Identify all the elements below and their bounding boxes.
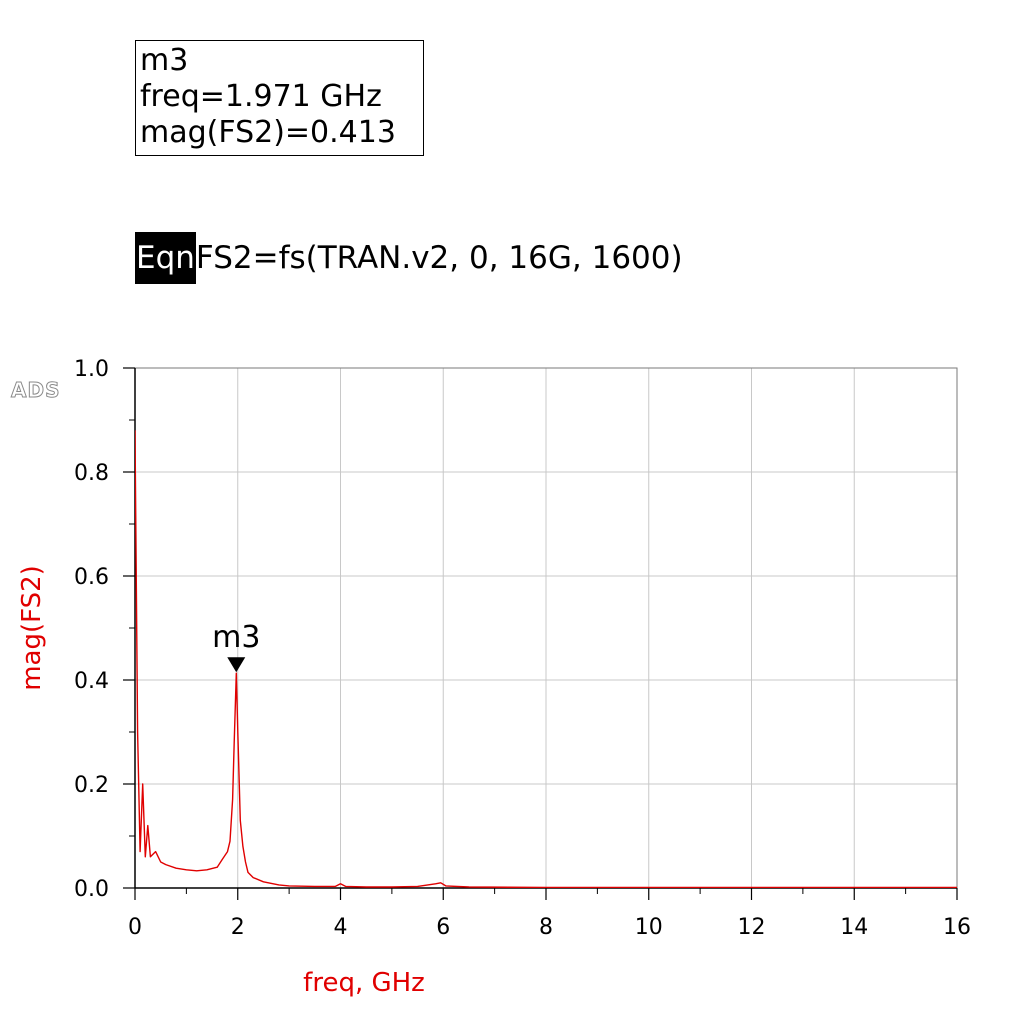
x-tick-label: 2 (231, 915, 245, 940)
y-tick-label: 0.2 (74, 773, 109, 798)
y-axis-title: mag(FS2) (17, 565, 47, 691)
y-tick-label: 0.6 (74, 565, 109, 590)
marker-name: m3 (140, 43, 189, 78)
marker-triangle (227, 657, 246, 673)
x-tick-label: 6 (436, 915, 450, 940)
marker-label: m3 (212, 620, 260, 655)
x-tick-label: 12 (738, 915, 766, 940)
marker-readout-box: m3 freq=1.971 GHz mag(FS2)=0.413 (135, 40, 424, 156)
marker-value: mag(FS2)=0.413 (140, 115, 396, 150)
equation-text: FS2=fs(TRAN.v2, 0, 16G, 1600) (195, 240, 683, 276)
ads-logo: ADS (10, 378, 61, 403)
x-tick-label: 4 (334, 915, 348, 940)
x-tick-label: 14 (840, 915, 868, 940)
y-tick-label: 0.8 (74, 461, 109, 486)
equation-tag: Eqn (135, 232, 196, 284)
x-tick-label: 10 (635, 915, 663, 940)
data-series-line (135, 430, 957, 888)
y-tick-label: 0.4 (74, 669, 109, 694)
x-tick-label: 8 (539, 915, 553, 940)
y-tick-label: 0.0 (74, 877, 109, 902)
x-tick-label: 16 (943, 915, 971, 940)
equation: EqnFS2=fs(TRAN.v2, 0, 16G, 1600) (135, 232, 683, 284)
y-tick-label: 1.0 (74, 357, 109, 382)
marker-freq: freq=1.971 GHz (140, 79, 382, 114)
x-axis-title: freq, GHz (303, 968, 425, 998)
x-tick-label: 0 (128, 915, 142, 940)
